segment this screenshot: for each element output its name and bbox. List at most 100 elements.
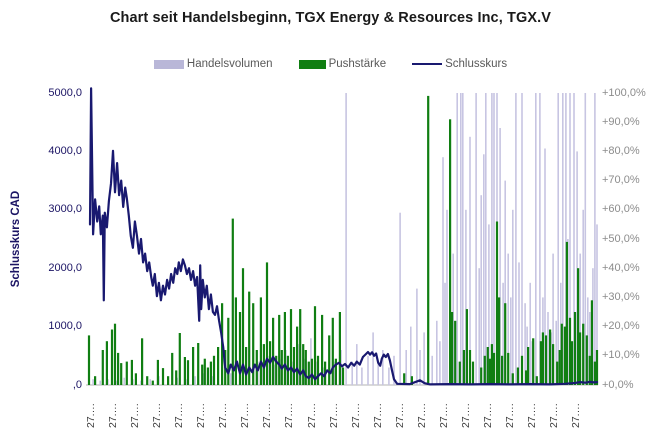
push-bar [480,367,483,385]
push-bar [535,376,538,385]
push-bar [201,364,204,385]
push-bar [245,347,248,385]
volume-bar [115,380,117,385]
volume-bar [419,350,421,385]
x-axis-tick-label: 27.… [305,402,318,428]
volume-bar [469,136,471,385]
push-bar [585,335,588,385]
push-bar [328,335,331,385]
volume-bar [579,253,581,385]
y-right-tick-label: +60,0% [602,203,640,216]
volume-bar [356,344,358,385]
y-left-tick-label: 3000,0 [48,203,82,216]
push-bar [577,268,580,385]
volume-bar [524,303,526,385]
x-axis-tick-label: 27.… [151,402,164,428]
push-bar [183,357,186,385]
y-right-tick-label: +90,0% [602,115,640,128]
push-bar [462,350,465,385]
volume-bar [518,262,520,385]
push-bar [171,352,174,385]
push-bar [593,361,596,385]
push-bar [304,350,307,385]
y-left-tick-label: 2000,0 [48,261,82,274]
legend-item-schlusskurs: Schlusskurs [412,58,507,70]
volume-bar [584,93,587,385]
volume-bar [439,341,441,385]
volume-bar [555,320,557,385]
push-bar [94,376,97,385]
volume-bar [399,212,401,385]
volume-bar [480,195,482,385]
x-axis-tick-label: 27.… [570,402,583,428]
push-bar [310,358,313,385]
volume-bar [92,379,94,385]
push-bar [175,370,178,385]
push-bar [234,297,237,385]
push-bar [507,352,510,385]
push-bar [590,300,593,385]
x-axis-tick-label: 27.… [548,402,561,428]
push-bar [209,361,212,385]
push-bar [299,309,302,385]
push-bar [595,350,599,385]
push-bar [105,341,108,385]
volume-bar [123,377,125,385]
x-axis-tick-label: 27.… [393,402,406,428]
x-axis-tick-label: 27.… [239,402,252,428]
push-bar [532,338,535,385]
volume-bar [483,154,485,385]
volume-bar [488,224,490,385]
y-right-tick-label: +70,0% [602,174,640,187]
y-right-tick-label: +30,0% [602,290,640,303]
push-bar [265,262,269,385]
x-axis-tick-label: 27.… [195,402,208,428]
volume-bar [382,350,384,385]
volume-bar [194,376,196,385]
volume-bar [351,361,353,385]
push-bar [558,350,561,385]
push-bar [231,218,234,385]
push-bar [501,355,504,385]
volume-bar [485,93,487,385]
volume-bar [431,355,433,385]
chart-title: Chart seit Handelsbeginn, TGX Energy & R… [109,10,551,26]
y-right-tick-label: +0,0% [602,378,634,391]
push-bar [556,361,559,385]
legend-label-schlusskurs: Schlusskurs [445,58,508,70]
volume-bar [423,332,425,385]
x-axis-tick-label: 27.… [349,402,362,428]
volume-bar [539,93,541,385]
push-bar [492,352,496,385]
push-bar [321,314,324,385]
push-bar [292,347,296,385]
volume-bar [596,224,598,385]
push-bar [120,363,123,385]
volume-bar [377,361,379,385]
push-bar [134,373,137,385]
volume-bar [460,93,462,385]
volume-bar [230,373,232,385]
push-bar [539,341,542,385]
push-bar [471,361,475,385]
volume-bar [594,93,596,385]
push-bar [259,297,262,385]
volume-bar [367,355,369,385]
legend-label-pushstaerke: Pushstärke [328,58,387,70]
volume-bar [504,180,506,385]
legend-item-pushstaerke: Pushstärke [298,58,387,70]
push-bar [588,355,591,385]
push-bar [125,361,128,385]
y-right-tick-label: +50,0% [602,232,640,245]
push-bar [527,347,530,385]
push-bar [579,332,582,385]
volume-bar [493,93,495,385]
push-bar [192,347,195,385]
x-axis-tick-label: 27.… [371,402,384,428]
x-axis-tick-label: 27.… [261,402,274,428]
close-line [88,87,599,386]
volume-bar [456,93,458,385]
push-bar [465,309,468,385]
